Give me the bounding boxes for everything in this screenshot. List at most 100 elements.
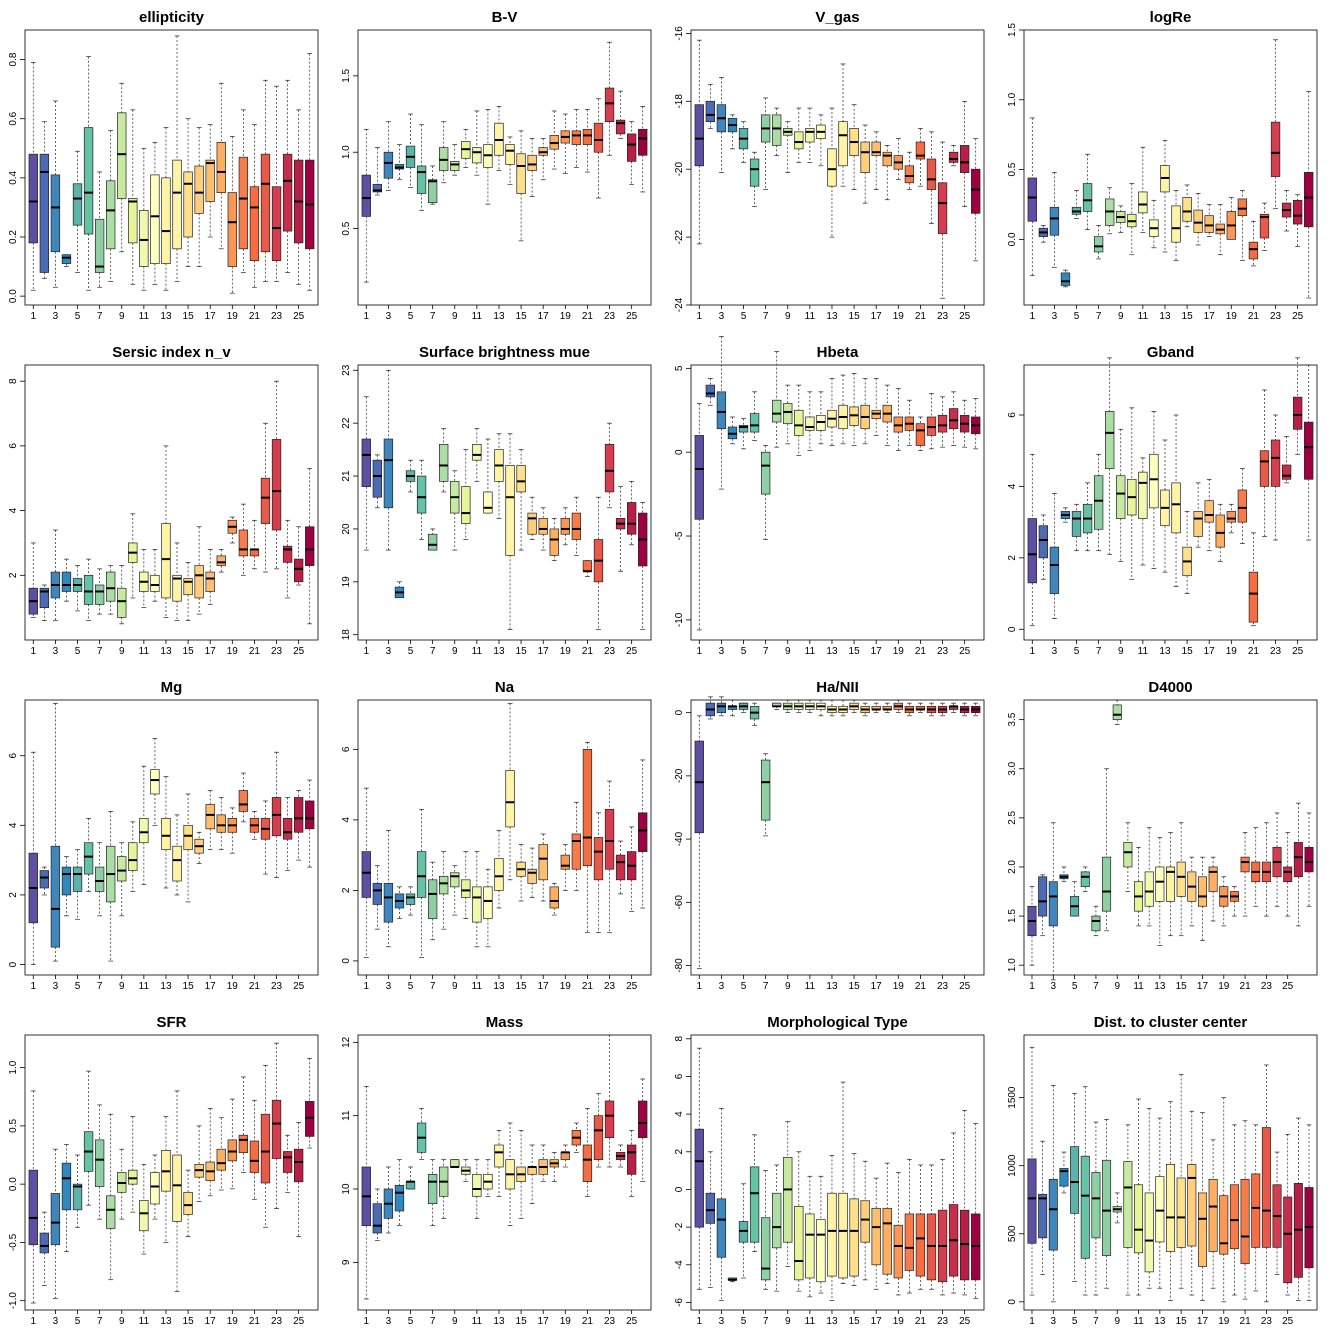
box-iqr xyxy=(293,797,304,833)
box-iqr xyxy=(106,1195,116,1229)
x-tick-label: 13 xyxy=(160,311,172,322)
box-iqr xyxy=(527,1166,537,1175)
x-tick-label: 17 xyxy=(205,311,217,322)
box-plot xyxy=(871,1177,881,1290)
x-tick-label: 3 xyxy=(386,981,392,992)
box-plot xyxy=(915,416,926,451)
chart-title: Sersic index n_v xyxy=(112,344,231,361)
y-tick-label: 0 xyxy=(674,709,685,715)
y-tick-label: 12 xyxy=(341,1036,352,1048)
x-tick-label: 5 xyxy=(75,981,81,992)
box-plot xyxy=(805,699,815,713)
y-tick-label: 3.5 xyxy=(1007,712,1018,726)
box-plot xyxy=(1112,699,1122,725)
x-tick-label: 23 xyxy=(937,646,949,657)
box-plot xyxy=(705,83,716,129)
y-tick-label: 1.0 xyxy=(1007,958,1018,972)
x-tick-label: 25 xyxy=(1292,646,1304,657)
box-iqr xyxy=(183,1191,193,1215)
box-plot xyxy=(505,1122,515,1227)
box-plot xyxy=(1208,1139,1218,1289)
x-tick-label: 1 xyxy=(364,981,370,992)
box-plot xyxy=(1193,192,1203,246)
box-iqr xyxy=(694,740,704,834)
box-plot xyxy=(1248,532,1259,627)
x-tick-label: 13 xyxy=(493,981,505,992)
x-tick-label: 3 xyxy=(719,981,725,992)
box-plot xyxy=(249,519,260,570)
box-iqr xyxy=(915,423,926,446)
box-iqr xyxy=(1123,1161,1133,1248)
plot-frame xyxy=(690,29,985,306)
box-iqr xyxy=(39,153,50,273)
box-iqr xyxy=(593,122,604,153)
box-plot xyxy=(705,1151,716,1288)
box-plot xyxy=(271,751,282,878)
box-plot xyxy=(716,336,727,490)
y-tick-label: 0.0 xyxy=(1007,232,1018,246)
box-plot xyxy=(893,388,903,451)
x-tick-label: 23 xyxy=(937,311,949,322)
box-plot xyxy=(760,1170,771,1290)
box-iqr xyxy=(260,1113,271,1184)
box-iqr xyxy=(439,875,449,895)
box-plot xyxy=(394,886,405,919)
x-tick-label: 19 xyxy=(560,311,572,322)
box-iqr xyxy=(83,842,94,875)
box-plot xyxy=(1304,812,1314,907)
box-plot xyxy=(971,398,981,450)
x-tick-label: 5 xyxy=(408,1316,414,1327)
box-plot xyxy=(783,699,793,713)
box-plot xyxy=(260,800,271,875)
x-tick-label: 15 xyxy=(516,311,528,322)
box-iqr xyxy=(450,1159,460,1168)
box-plot xyxy=(1112,1192,1122,1224)
box-plot xyxy=(959,100,970,207)
box-plot xyxy=(1219,1097,1229,1303)
x-tick-label: 1 xyxy=(31,646,37,657)
x-tick-label: 17 xyxy=(538,1316,550,1327)
box-plot xyxy=(1283,1134,1293,1296)
box-iqr xyxy=(604,808,615,870)
box-iqr xyxy=(1091,1172,1101,1239)
box-plot xyxy=(383,369,394,551)
box-iqr xyxy=(83,574,94,605)
box-plot xyxy=(638,1078,648,1183)
y-tick-label: 4 xyxy=(8,822,19,828)
box-iqr xyxy=(1112,704,1122,720)
x-tick-label: 1 xyxy=(31,1316,37,1327)
box-plot xyxy=(1251,827,1261,907)
box-plot xyxy=(139,1163,149,1255)
box-plot xyxy=(948,1132,959,1294)
box-plot xyxy=(860,1160,870,1281)
box-plot xyxy=(749,702,760,726)
box-iqr xyxy=(915,141,926,160)
box-plot xyxy=(626,826,637,912)
box-plot xyxy=(749,1134,760,1252)
box-iqr xyxy=(472,886,482,923)
box-iqr xyxy=(483,886,493,919)
box-plot xyxy=(948,391,959,446)
box-iqr xyxy=(39,870,50,889)
box-iqr xyxy=(472,443,482,461)
x-tick-label: 23 xyxy=(1261,1316,1273,1327)
y-tick-label: -4 xyxy=(674,1260,685,1269)
y-tick-label: 6 xyxy=(8,443,19,449)
x-tick-label: 15 xyxy=(849,311,861,322)
box-iqr xyxy=(461,486,471,525)
box-iqr xyxy=(83,127,94,235)
box-iqr xyxy=(948,151,959,163)
box-iqr xyxy=(1038,876,1048,917)
box-iqr xyxy=(1197,876,1207,907)
y-tick-label: -0.5 xyxy=(8,1233,19,1251)
box-plot xyxy=(372,147,383,196)
y-tick-label: 1.5 xyxy=(1007,909,1018,923)
box-iqr xyxy=(694,1128,704,1228)
y-tick-label: 4 xyxy=(1007,483,1018,489)
box-plot xyxy=(28,751,38,965)
x-tick-label: 23 xyxy=(937,1316,949,1327)
